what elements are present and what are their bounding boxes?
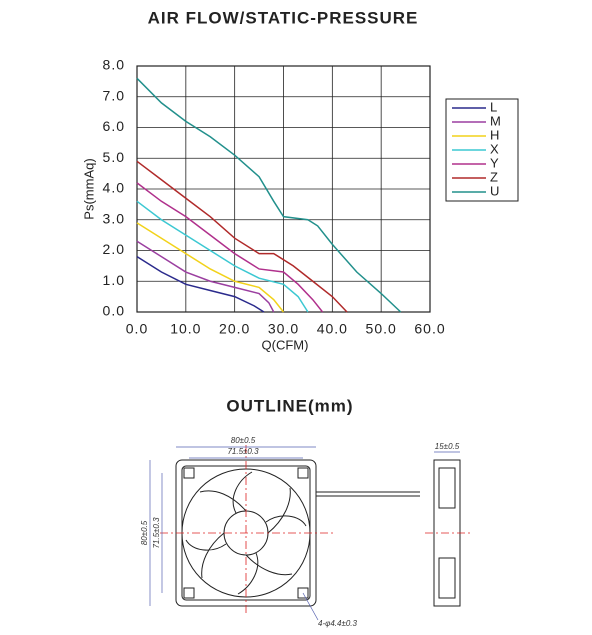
y-tick-label: 0.0 (103, 303, 125, 319)
y-tick-label: 7.0 (103, 87, 125, 103)
series-line (136, 182, 324, 313)
legend-label: X (490, 141, 499, 156)
outline-title: OUTLINE(mm) (226, 396, 353, 415)
y-axis-label: Ps(mmAq) (81, 158, 96, 219)
fan-front-view (149, 445, 420, 621)
y-tick-label: 2.0 (103, 241, 125, 257)
series-line (136, 200, 309, 313)
y-tick-label: 4.0 (103, 180, 125, 196)
series-line (136, 160, 348, 313)
y-tick-label: 8.0 (103, 57, 125, 73)
dimension-label: 15±0.5 (435, 442, 460, 451)
legend-label: U (490, 183, 499, 198)
dimension-label: 4-φ4.4±0.3 (318, 619, 358, 628)
series-line (136, 222, 285, 313)
legend-label: L (490, 99, 497, 114)
x-tick-label: 10.0 (170, 321, 201, 337)
y-tick-label: 6.0 (103, 118, 125, 134)
x-tick-label: 30.0 (268, 321, 299, 337)
dimension-label: 80±0.5 (140, 520, 149, 545)
y-tick-label: 1.0 (103, 272, 125, 288)
legend-label: Y (490, 155, 499, 170)
dimension-label: 80±0.5 (231, 436, 256, 445)
fan-side-view (425, 451, 470, 607)
x-tick-label: 60.0 (414, 321, 445, 337)
legend-label: H (490, 127, 499, 142)
series-line (136, 77, 402, 313)
y-tick-label: 3.0 (103, 210, 125, 226)
series-line (136, 240, 275, 313)
y-tick-label: 5.0 (103, 149, 125, 165)
dimension-label: 71.5±0.3 (152, 517, 161, 549)
x-tick-label: 40.0 (317, 321, 348, 337)
x-tick-label: 20.0 (219, 321, 250, 337)
x-tick-label: 0.0 (126, 321, 148, 337)
chart-title: AIR FLOW/STATIC-PRESSURE (148, 8, 419, 27)
x-axis-label: Q(CFM) (262, 337, 309, 352)
dimension-label: 71.5±0.3 (227, 447, 259, 456)
legend-label: M (490, 113, 501, 128)
series-line (136, 256, 265, 313)
x-tick-label: 50.0 (366, 321, 397, 337)
legend-label: Z (490, 169, 498, 184)
